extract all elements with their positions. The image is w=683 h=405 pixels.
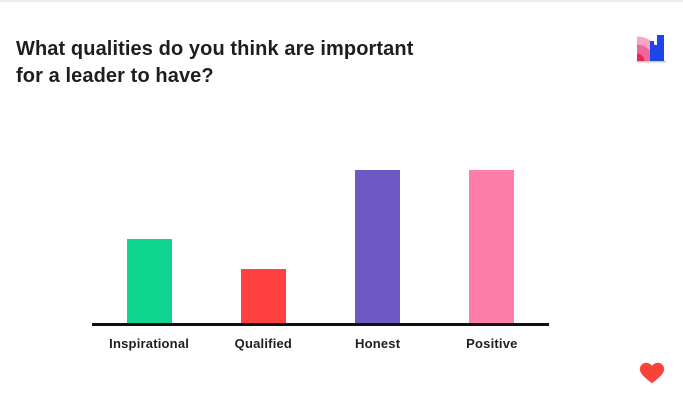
question-title-line-2: for a leader to have?	[16, 65, 214, 87]
heart-icon	[639, 362, 665, 384]
category-label-inspirational: Inspirational	[109, 336, 190, 351]
question-title-line-1: What qualities do you think are importan…	[16, 38, 414, 60]
category-labels-row: Inspirational Qualified Honest Positive	[92, 336, 549, 351]
bar-chart: Inspirational Qualified Honest Positive	[92, 163, 549, 351]
heart-svg	[639, 362, 665, 384]
bar-column-positive	[435, 163, 549, 323]
bar-column-qualified	[206, 163, 320, 323]
category-label-honest: Honest	[354, 336, 401, 351]
mentimeter-logo-icon	[636, 33, 666, 63]
mentimeter-logo-svg	[636, 35, 666, 63]
bar-inspirational	[126, 239, 172, 323]
x-axis-line	[92, 323, 549, 326]
bars-area	[92, 163, 549, 323]
bar-qualified	[240, 269, 286, 323]
bar-honest	[355, 170, 401, 323]
bar-column-honest	[321, 163, 435, 323]
category-label-qualified: Qualified	[234, 336, 293, 351]
bar-column-inspirational	[92, 163, 206, 323]
category-label-positive: Positive	[466, 336, 518, 351]
bar-positive	[469, 170, 515, 323]
question-title: What qualities do you think are importan…	[16, 36, 413, 90]
